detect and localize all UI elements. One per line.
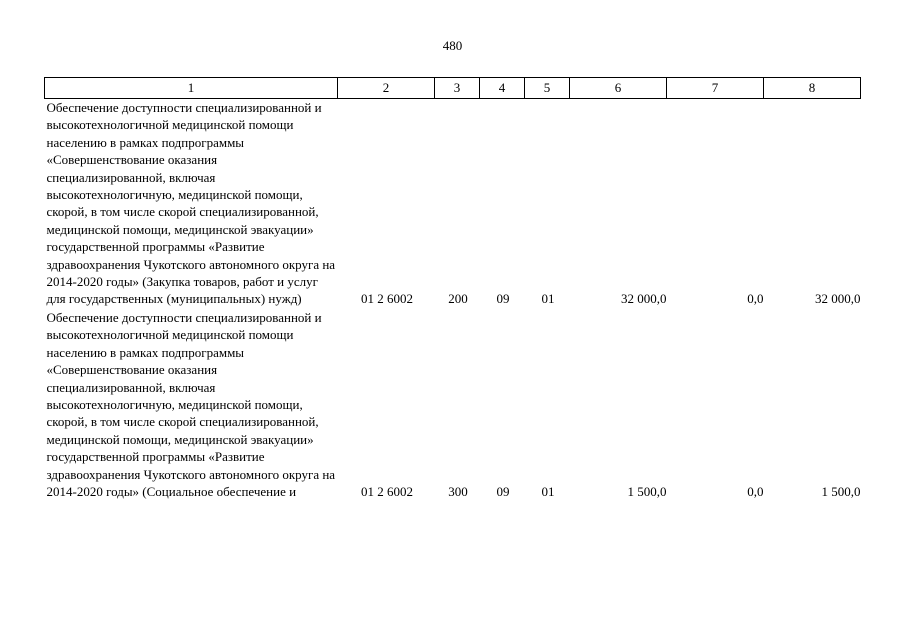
column-header: 3 <box>434 77 480 99</box>
page-number: 480 <box>442 38 463 53</box>
row-description: Обеспечение доступности специализированн… <box>46 100 336 307</box>
column-header: 2 <box>337 77 435 99</box>
column-header: 7 <box>666 77 764 99</box>
row-col8: 32 000,0 <box>815 291 861 307</box>
row-col8: 1 500,0 <box>821 483 861 499</box>
row-col3: 200 <box>448 291 468 307</box>
row-description: Обеспечение доступности специализированн… <box>46 309 336 499</box>
row-col7: 0,0 <box>747 483 764 499</box>
row-col6: 32 000,0 <box>621 291 667 307</box>
row-col3: 300 <box>448 483 468 499</box>
row-col4: 09 <box>496 291 510 307</box>
row-col5: 01 <box>541 483 555 499</box>
budget-table: 1 2 3 4 5 6 7 8 Обеспечение доступности … <box>44 77 861 501</box>
row-col7: 0,0 <box>747 291 764 307</box>
row-col4: 09 <box>496 483 510 499</box>
table-row: Обеспечение доступности специализированн… <box>45 99 861 309</box>
column-header: 4 <box>479 77 525 99</box>
row-col6: 1 500,0 <box>627 483 667 499</box>
column-header: 6 <box>569 77 667 99</box>
column-header: 8 <box>763 77 861 99</box>
row-code: 01 2 6002 <box>361 291 413 307</box>
row-code: 01 2 6002 <box>361 483 413 499</box>
row-col5: 01 <box>541 291 555 307</box>
table-header-row: 1 2 3 4 5 6 7 8 <box>44 77 861 99</box>
column-header: 5 <box>524 77 570 99</box>
column-header: 1 <box>44 77 338 99</box>
table-row: Обеспечение доступности специализированн… <box>45 309 861 501</box>
